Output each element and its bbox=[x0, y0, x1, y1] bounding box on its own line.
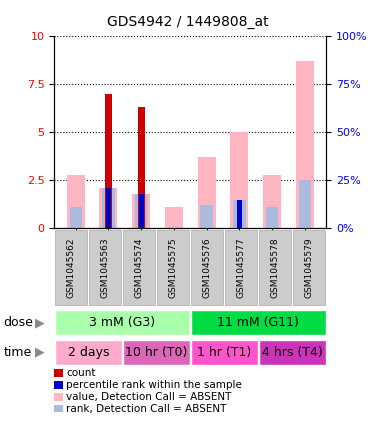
Bar bbox=[132, 194, 150, 228]
Bar bbox=[266, 207, 278, 228]
Text: 4 hrs (T4): 4 hrs (T4) bbox=[262, 346, 322, 359]
Bar bbox=[230, 132, 248, 228]
Text: 2 days: 2 days bbox=[68, 346, 109, 359]
Text: GSM1045574: GSM1045574 bbox=[135, 237, 144, 298]
Bar bbox=[102, 188, 115, 228]
Text: 11 mM (G11): 11 mM (G11) bbox=[217, 316, 299, 329]
FancyBboxPatch shape bbox=[191, 310, 326, 335]
FancyBboxPatch shape bbox=[56, 230, 87, 305]
FancyBboxPatch shape bbox=[89, 230, 122, 305]
FancyBboxPatch shape bbox=[293, 230, 325, 305]
Text: GSM1045575: GSM1045575 bbox=[169, 237, 178, 298]
Text: 1 hr (T1): 1 hr (T1) bbox=[197, 346, 251, 359]
Bar bbox=[233, 200, 246, 228]
FancyBboxPatch shape bbox=[191, 230, 223, 305]
Bar bbox=[67, 175, 85, 228]
Bar bbox=[298, 180, 311, 228]
FancyBboxPatch shape bbox=[123, 340, 190, 365]
FancyBboxPatch shape bbox=[259, 230, 291, 305]
Bar bbox=[165, 207, 183, 228]
FancyBboxPatch shape bbox=[225, 230, 257, 305]
Text: 10 hr (T0): 10 hr (T0) bbox=[125, 346, 188, 359]
Text: rank, Detection Call = ABSENT: rank, Detection Call = ABSENT bbox=[66, 404, 227, 414]
Bar bbox=[201, 205, 213, 228]
Bar bbox=[105, 94, 112, 228]
Text: percentile rank within the sample: percentile rank within the sample bbox=[66, 380, 242, 390]
Text: time: time bbox=[4, 346, 32, 359]
Text: ▶: ▶ bbox=[34, 316, 44, 329]
Bar bbox=[99, 188, 117, 228]
Text: GSM1045562: GSM1045562 bbox=[67, 237, 76, 298]
Text: GDS4942 / 1449808_at: GDS4942 / 1449808_at bbox=[106, 15, 268, 29]
Text: GSM1045563: GSM1045563 bbox=[101, 237, 110, 298]
Bar bbox=[106, 188, 111, 228]
Text: dose: dose bbox=[4, 316, 34, 329]
FancyBboxPatch shape bbox=[55, 340, 122, 365]
Text: ▶: ▶ bbox=[34, 346, 44, 359]
Text: 3 mM (G3): 3 mM (G3) bbox=[89, 316, 155, 329]
FancyBboxPatch shape bbox=[55, 310, 190, 335]
Text: GSM1045578: GSM1045578 bbox=[271, 237, 280, 298]
Bar bbox=[263, 175, 281, 228]
Text: GSM1045577: GSM1045577 bbox=[237, 237, 246, 298]
Bar bbox=[198, 157, 216, 228]
Text: GSM1045579: GSM1045579 bbox=[305, 237, 314, 298]
Bar bbox=[139, 194, 144, 228]
Text: value, Detection Call = ABSENT: value, Detection Call = ABSENT bbox=[66, 392, 232, 402]
FancyBboxPatch shape bbox=[158, 230, 189, 305]
FancyBboxPatch shape bbox=[123, 230, 155, 305]
Bar bbox=[138, 107, 145, 228]
Bar bbox=[135, 194, 147, 228]
Bar bbox=[69, 207, 82, 228]
Bar bbox=[296, 61, 314, 228]
Text: GSM1045576: GSM1045576 bbox=[203, 237, 212, 298]
FancyBboxPatch shape bbox=[259, 340, 326, 365]
FancyBboxPatch shape bbox=[191, 340, 258, 365]
Bar bbox=[237, 200, 242, 228]
Text: count: count bbox=[66, 368, 96, 378]
